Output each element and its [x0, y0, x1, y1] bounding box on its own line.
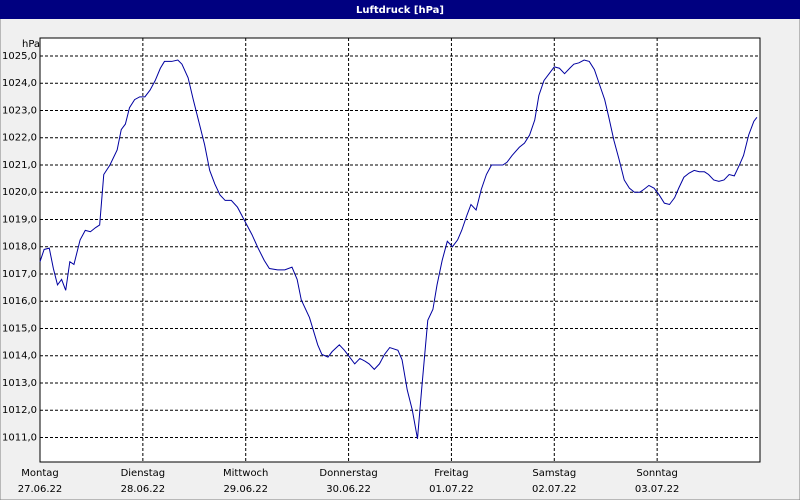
y-tick-label: 1013,0 — [2, 378, 37, 389]
x-tick-date: 28.06.22 — [121, 484, 166, 495]
x-tick-label: Donnerstag — [319, 468, 377, 479]
x-tick-date: 30.06.22 — [326, 484, 371, 495]
y-tick-label: 1016,0 — [2, 296, 37, 307]
x-tick-label: Freitag — [434, 468, 468, 479]
line-series — [39, 59, 758, 439]
y-tick-label: 1023,0 — [2, 105, 37, 116]
x-tick-date: 27.06.22 — [18, 484, 63, 495]
y-tick-label: 1011,0 — [2, 432, 37, 443]
x-tick-label: Dienstag — [121, 468, 166, 479]
x-tick-date: 01.07.22 — [429, 484, 474, 495]
y-axis-label: hPa — [22, 39, 40, 50]
y-tick-label: 1018,0 — [2, 242, 37, 253]
y-tick-label: 1014,0 — [2, 351, 37, 362]
x-tick-label: Samstag — [532, 468, 576, 479]
y-tick-label: 1017,0 — [2, 269, 37, 280]
x-tick-date: 02.07.22 — [532, 484, 577, 495]
y-tick-label: 1012,0 — [2, 405, 37, 416]
y-tick-label: 1024,0 — [2, 78, 37, 89]
x-tick-date: 03.07.22 — [635, 484, 680, 495]
y-tick-label: 1019,0 — [2, 214, 37, 225]
y-tick-label: 1015,0 — [2, 323, 37, 334]
x-tick-date: 29.06.22 — [223, 484, 268, 495]
x-tick-label: Montag — [21, 468, 58, 479]
plot-area — [39, 37, 761, 463]
x-tick-label: Sonntag — [636, 468, 678, 479]
y-tick-label: 1021,0 — [2, 160, 37, 171]
chart-title: Luftdruck [hPa] — [356, 5, 444, 16]
x-tick-label: Mittwoch — [223, 468, 268, 479]
y-tick-label: 1025,0 — [2, 51, 37, 62]
title-bar — [0, 0, 800, 19]
y-tick-label: 1020,0 — [2, 187, 37, 198]
y-tick-label: 1022,0 — [2, 133, 37, 144]
